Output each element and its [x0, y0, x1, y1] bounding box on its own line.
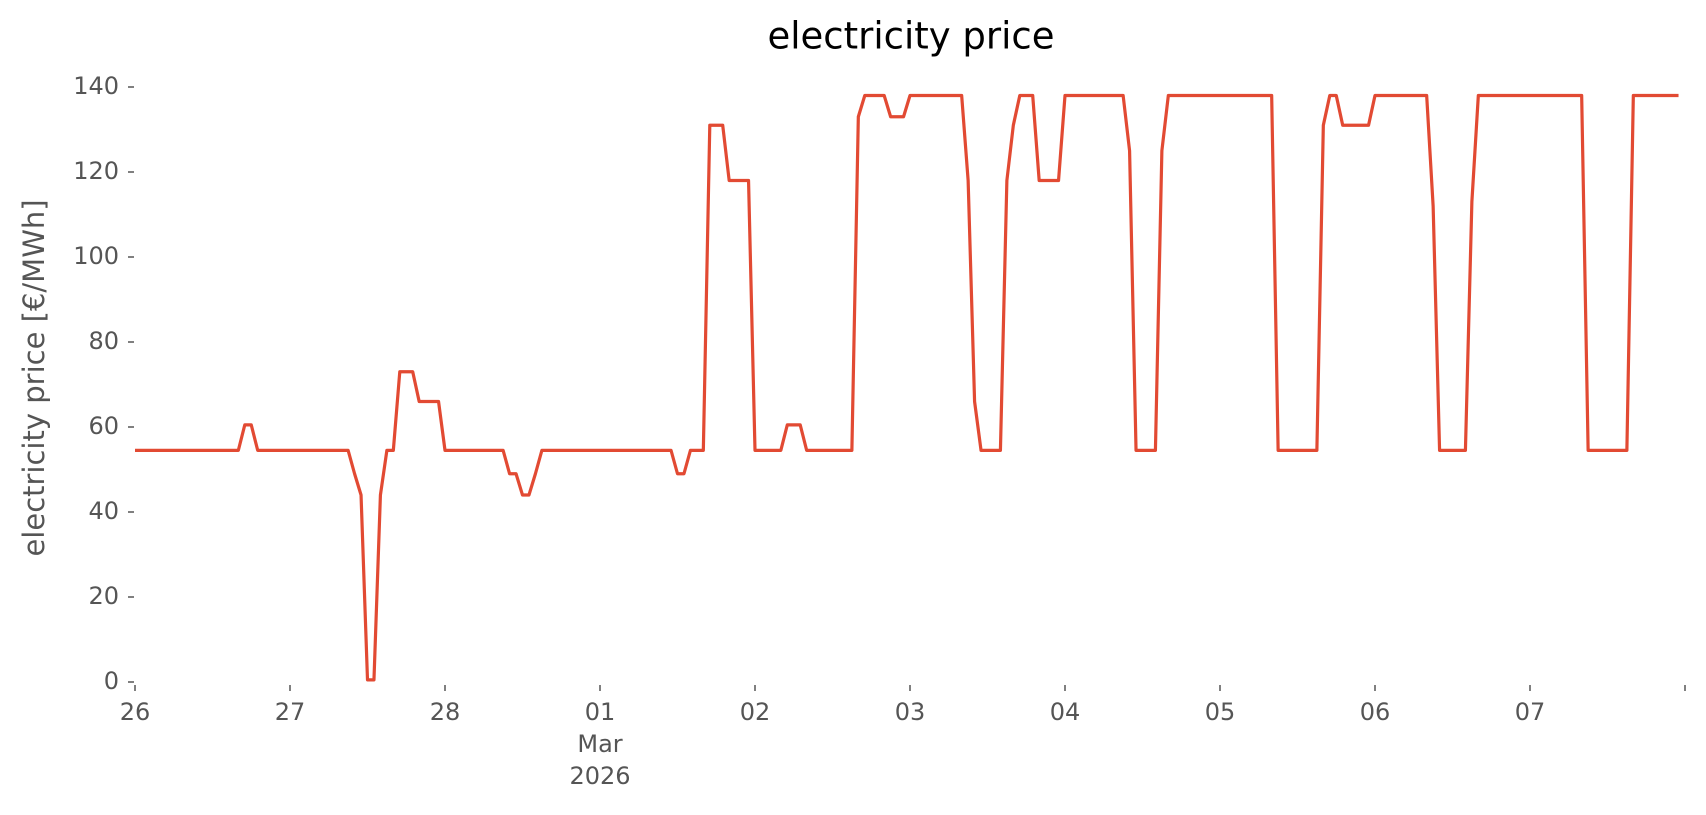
y-tick-label: 60	[88, 412, 119, 440]
price-line	[135, 93, 1679, 682]
x-tick-label: 02	[739, 698, 771, 726]
y-axis-label: electricity price [€/MWh]	[17, 199, 51, 556]
x-tick-label: 01 Mar 2026	[569, 698, 631, 790]
y-tick-label: 120	[73, 157, 119, 185]
x-tick-label: 26	[119, 698, 151, 726]
chart-title: electricity price	[767, 15, 1054, 58]
y-tick-label: 40	[88, 497, 119, 525]
x-tick-label: 27	[274, 698, 306, 726]
x-tick-label: 03	[894, 698, 926, 726]
y-tick-label: 20	[88, 582, 119, 610]
x-tick-label: 04	[1049, 698, 1081, 726]
x-tick-label: 28	[429, 698, 461, 726]
x-tick-label: 07	[1514, 698, 1546, 726]
x-tick-label: 06	[1359, 698, 1391, 726]
y-tick-label: 100	[73, 242, 119, 270]
y-tick-label: 140	[73, 72, 119, 100]
y-tick-label: 0	[104, 667, 119, 695]
y-tick-label: 80	[88, 327, 119, 355]
x-tick-label: 05	[1204, 698, 1236, 726]
